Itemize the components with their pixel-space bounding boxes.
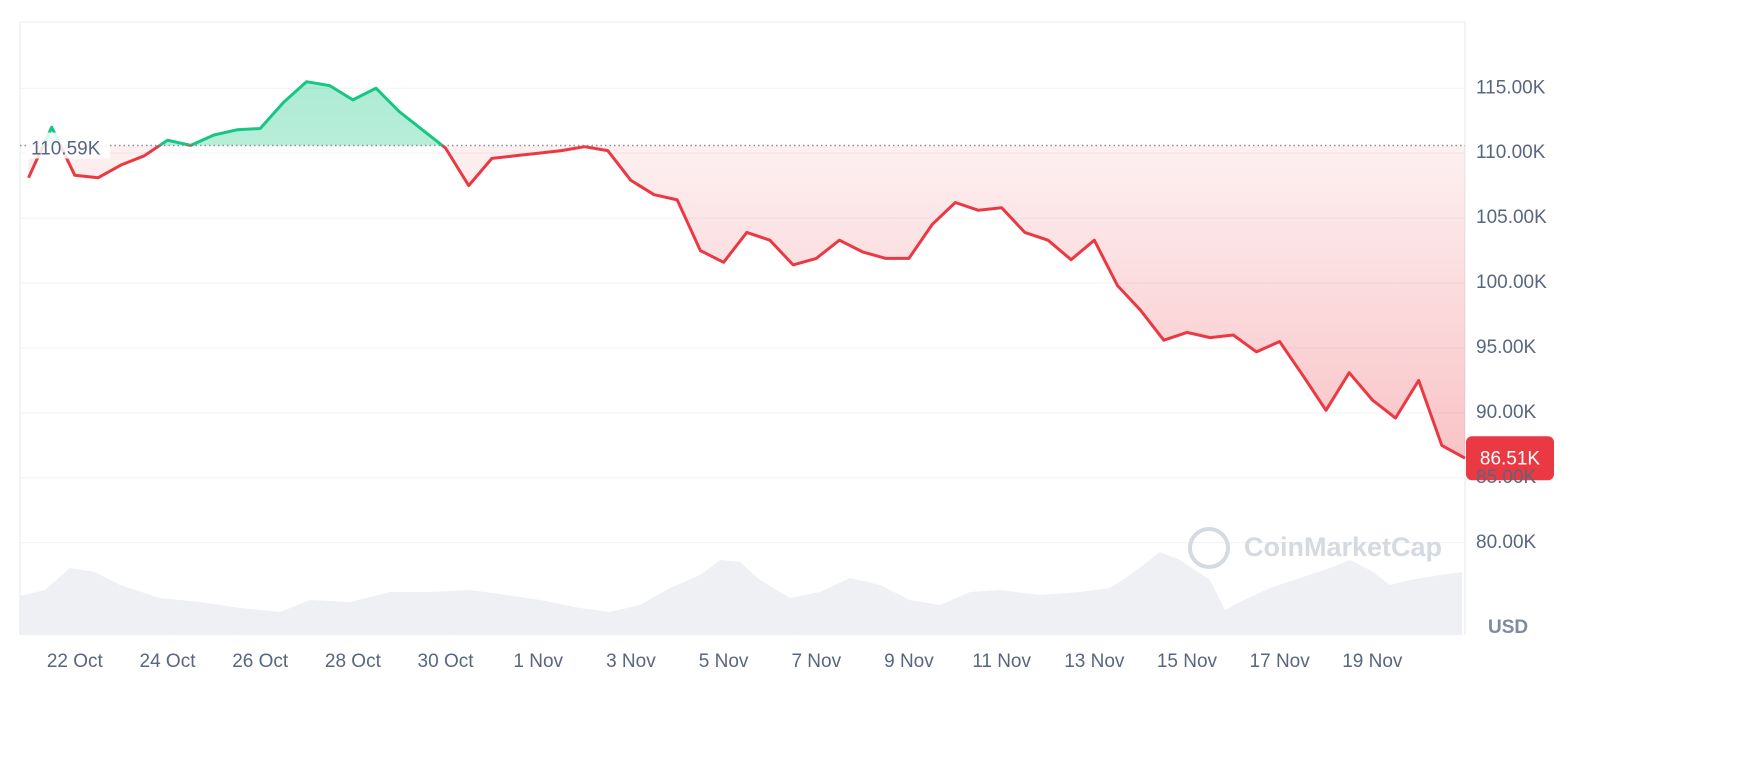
watermark-logo	[1188, 527, 1230, 569]
x-tick-label: 3 Nov	[606, 651, 656, 672]
y-tick-label: 110.00K	[1476, 142, 1546, 163]
y-axis-label: USD	[1488, 617, 1528, 638]
x-tick-label: 13 Nov	[1064, 651, 1125, 672]
watermark: CoinMarketCap	[1188, 527, 1442, 569]
x-tick-label: 11 Nov	[972, 651, 1031, 672]
x-tick-label: 9 Nov	[884, 651, 934, 672]
y-tick-label: 100.00K	[1476, 272, 1547, 293]
x-tick-label: 7 Nov	[791, 651, 841, 672]
y-tick-label: 85.00K	[1476, 467, 1537, 488]
x-tick-label: 30 Oct	[418, 651, 475, 672]
watermark-text: CoinMarketCap	[1244, 532, 1442, 562]
reference-label-bg	[26, 132, 110, 159]
x-tick-label: 17 Nov	[1250, 651, 1311, 672]
y-tick-label: 115.00K	[1476, 77, 1546, 98]
area-below	[28, 145, 1465, 459]
y-tick-label: 105.00K	[1476, 207, 1547, 228]
price-line-down	[27, 145, 1466, 460]
x-tick-label: 19 Nov	[1342, 651, 1403, 672]
price-badge-label: 86.51K	[1480, 448, 1541, 469]
reference-label: 110.59K	[31, 139, 101, 160]
x-tick-label: 15 Nov	[1157, 651, 1218, 672]
y-tick-label: 90.00K	[1476, 402, 1537, 423]
price-badge	[1466, 436, 1554, 481]
series: 110.59K 86.51K	[20, 80, 1554, 481]
x-tick-label: 1 Nov	[513, 651, 563, 672]
grid	[20, 87, 1465, 544]
x-tick-label: 24 Oct	[140, 651, 197, 672]
y-tick-label: 95.00K	[1476, 337, 1537, 358]
x-tick-label: 5 Nov	[699, 651, 749, 672]
volume-area	[20, 552, 1462, 635]
x-tick-label: 26 Oct	[232, 651, 289, 672]
area-above	[28, 81, 1465, 146]
price-line-up	[41, 80, 587, 146]
y-tick-label: 80.00K	[1476, 532, 1537, 553]
x-tick-label: 22 Oct	[47, 651, 104, 672]
x-tick-label: 28 Oct	[325, 651, 382, 672]
